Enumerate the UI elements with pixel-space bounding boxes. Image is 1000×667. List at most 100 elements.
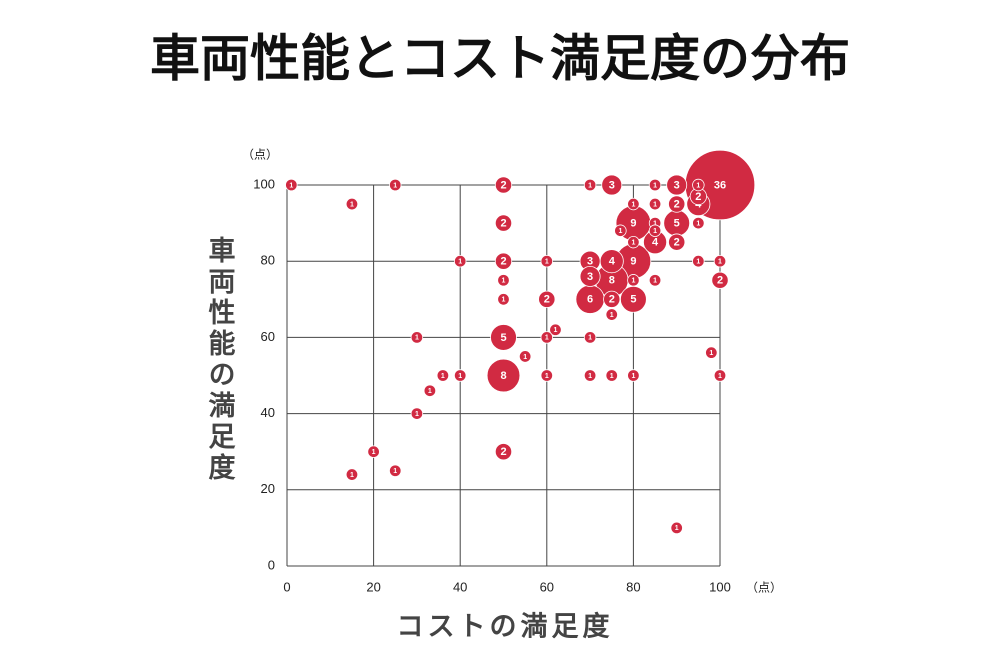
y-tick-label: 0	[268, 557, 275, 572]
x-tick-label: 100	[709, 579, 731, 594]
data-label: 4	[609, 256, 616, 268]
x-tick-label: 80	[626, 579, 640, 594]
bubble	[605, 369, 618, 382]
data-label: 36	[714, 179, 726, 191]
bubble	[549, 323, 562, 336]
bubble	[494, 176, 513, 194]
bubble	[692, 255, 705, 268]
bubble	[345, 468, 359, 481]
bubble	[410, 407, 424, 420]
bubble	[436, 369, 450, 382]
bubble	[666, 174, 688, 196]
data-label: 1	[545, 335, 549, 342]
data-label: 1	[393, 182, 397, 189]
bubble	[692, 178, 705, 192]
data-label: 1	[675, 525, 679, 532]
bubble	[540, 369, 554, 382]
bubble	[579, 265, 601, 287]
bubble	[648, 224, 662, 237]
data-label: 1	[502, 278, 506, 285]
bubble	[367, 445, 380, 458]
data-label: 1	[696, 259, 700, 266]
y-unit: （点）	[242, 148, 278, 162]
bubble	[285, 178, 298, 192]
data-label: 1	[631, 373, 635, 380]
bubble	[601, 174, 623, 196]
bubble	[583, 369, 597, 382]
bubble	[668, 233, 686, 251]
data-label: 1	[610, 373, 614, 380]
data-label: 2	[674, 237, 680, 249]
data-label: 1	[415, 411, 419, 418]
x-tick-label: 0	[283, 579, 290, 594]
y-tick-label: 40	[261, 405, 275, 420]
bubble	[389, 464, 402, 477]
bubble	[454, 369, 467, 382]
bubble	[692, 216, 705, 230]
data-label: 5	[674, 218, 680, 230]
data-label: 1	[588, 373, 592, 380]
data-label: 5	[630, 294, 636, 306]
data-label: 9	[630, 218, 636, 230]
bubble	[648, 178, 662, 192]
bubble	[497, 293, 510, 306]
bubble	[389, 178, 402, 192]
bubble	[627, 369, 640, 382]
bubble	[711, 271, 729, 289]
data-label: 1	[458, 259, 462, 266]
y-tick-label: 60	[261, 329, 275, 344]
data-label: 8	[609, 275, 615, 287]
bubble	[454, 255, 467, 268]
data-label: 1	[289, 182, 293, 189]
bubble	[345, 197, 359, 211]
data-label: 1	[441, 373, 445, 380]
data-label: 5	[500, 332, 506, 344]
data-label: 4	[652, 237, 659, 249]
bubble	[614, 224, 627, 237]
data-label: 1	[631, 201, 635, 208]
data-label: 2	[500, 446, 506, 458]
data-label: 1	[718, 259, 722, 266]
data-label: 1	[588, 182, 592, 189]
data-label: 1	[415, 335, 419, 342]
bubble	[648, 274, 662, 287]
bubble	[410, 331, 424, 344]
bubble	[583, 331, 597, 344]
data-label: 2	[695, 191, 701, 203]
x-tick-label: 40	[453, 579, 467, 594]
data-label: 1	[545, 259, 549, 266]
data-label: 2	[544, 294, 550, 306]
y-axis-label: 車両性能の満足度	[204, 236, 236, 484]
bubble	[497, 274, 510, 287]
bubble	[486, 358, 521, 393]
data-label: 1	[458, 373, 462, 380]
bubble	[627, 274, 640, 287]
data-label: 3	[587, 271, 593, 283]
y-tick-label: 100	[253, 176, 275, 191]
x-tick-label: 20	[366, 579, 380, 594]
data-label: 1	[618, 228, 622, 235]
bubble	[423, 384, 437, 397]
bubble	[627, 197, 640, 211]
data-label: 2	[717, 275, 723, 287]
bubble	[518, 350, 532, 363]
bubble	[603, 290, 621, 308]
bubble	[494, 214, 513, 232]
data-label: 1	[653, 278, 657, 285]
bubble	[540, 331, 554, 344]
data-label: 1	[502, 297, 506, 304]
data-label: 9	[630, 256, 636, 268]
data-label: 1	[610, 312, 614, 319]
x-axis-label: コストの満足度	[397, 611, 614, 643]
data-label: 3	[609, 179, 615, 191]
data-label: 3	[674, 179, 680, 191]
bubble	[538, 290, 556, 308]
data-label: 6	[587, 294, 593, 306]
data-label: 1	[631, 239, 635, 246]
data-label: 2	[500, 256, 506, 268]
x-unit: （点）	[746, 581, 782, 595]
data-label: 2	[609, 294, 615, 306]
data-label: 1	[545, 373, 549, 380]
data-label: 1	[588, 335, 592, 342]
